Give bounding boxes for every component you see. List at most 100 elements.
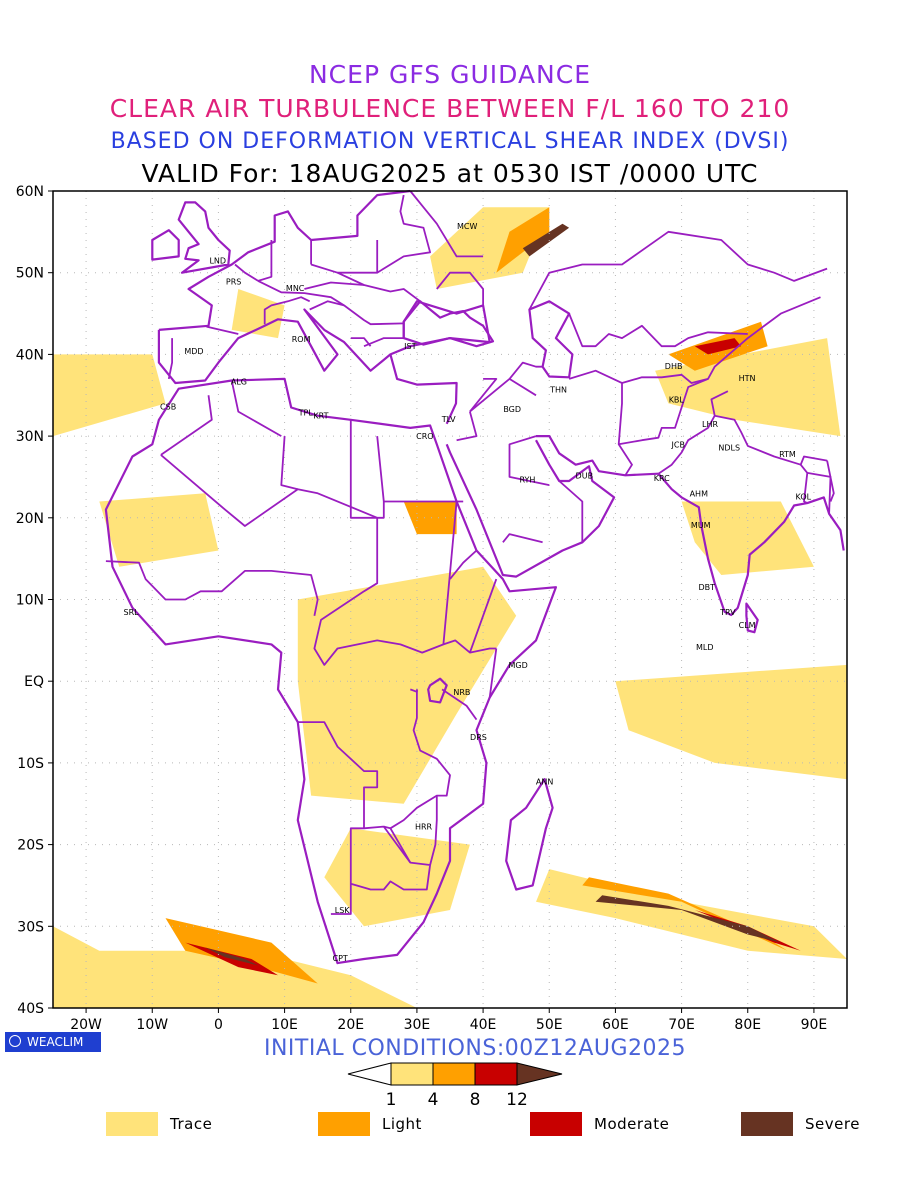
- lon-tick-label: 20E: [337, 1017, 364, 1033]
- country-border: [167, 338, 174, 380]
- colorbar-threshold-label: 1: [386, 1090, 397, 1110]
- station-clm: CLM: [739, 621, 756, 630]
- station-rtm: RTM: [779, 450, 796, 459]
- country-border: [409, 190, 484, 258]
- station-mgd: MGD: [509, 661, 528, 670]
- lon-tick-label: 50E: [536, 1017, 563, 1033]
- legend-swatch-light: [318, 1112, 370, 1136]
- country-border: [309, 300, 345, 311]
- lat-tick-label: 30N: [16, 429, 44, 445]
- country-border: [441, 688, 478, 721]
- africa-coast: [104, 377, 558, 965]
- shading-light-south-atlantic: [165, 918, 318, 984]
- title-line-1: NCEP GFS GUIDANCE: [308, 60, 591, 89]
- lat-tick-label: EQ: [24, 674, 44, 690]
- country-border: [206, 325, 239, 335]
- station-nrb: NRB: [453, 688, 470, 697]
- country-border: [568, 313, 748, 348]
- lon-tick-label: 20W: [70, 1017, 102, 1033]
- lat-tick-label: 60N: [16, 184, 44, 200]
- lat-tick-label: 10S: [17, 756, 44, 772]
- valid-time-line: VALID For: 18AUG2025 at 0530 IST /0000 U…: [141, 159, 759, 188]
- country-border: [350, 337, 372, 347]
- country-border: [657, 390, 729, 475]
- lat-tick-label: 30S: [17, 919, 44, 935]
- shading-severe-south-atlantic: [205, 947, 259, 966]
- station-thn: THN: [549, 386, 567, 395]
- weaclim-logo: WEACLIM: [5, 1032, 101, 1052]
- station-ahm: AHM: [690, 489, 708, 498]
- station-prs: PRS: [226, 278, 241, 287]
- station-drs: DRS: [470, 733, 487, 742]
- country-border: [456, 411, 478, 442]
- country-border: [304, 281, 365, 290]
- country-border: [337, 194, 432, 274]
- station-ryh: RYH: [519, 475, 535, 484]
- shading-moderate-south-atlantic: [185, 942, 278, 976]
- lat-tick-label: 40S: [17, 1001, 44, 1017]
- station-dub: DUB: [576, 471, 594, 480]
- colorbar: 1 4 8 12: [347, 1062, 563, 1110]
- logo-text: WEACLIM: [27, 1035, 84, 1049]
- ireland-coast: [151, 229, 180, 261]
- station-krt: KRT: [313, 412, 328, 421]
- country-border: [508, 435, 550, 486]
- country-border: [409, 688, 418, 693]
- lon-tick-label: 10W: [136, 1017, 168, 1033]
- colorbar-threshold-label: 4: [428, 1090, 439, 1110]
- station-krc: KRC: [654, 474, 670, 483]
- lat-tick-label: 20N: [16, 511, 44, 527]
- country-border: [826, 460, 835, 502]
- country-border: [429, 795, 438, 866]
- station-lnd: LND: [209, 256, 226, 265]
- shading-severe-south-indian: [595, 895, 781, 943]
- arabia-coast: [445, 439, 616, 578]
- legend-swatch-severe: [741, 1112, 793, 1136]
- title-line-2: CLEAR AIR TURBULENCE BETWEEN F/L 160 TO …: [109, 94, 791, 123]
- shading-light-south-indian: [582, 877, 788, 951]
- station-kol: KOL: [796, 493, 812, 502]
- station-mdd: MDD: [184, 347, 203, 356]
- country-border: [436, 271, 485, 306]
- persian-gulf-coast: [536, 435, 659, 477]
- black-sea-coast: [402, 300, 495, 348]
- lon-tick-label: 30E: [404, 1017, 431, 1033]
- lat-tick-label: 50N: [16, 266, 44, 282]
- station-ndls: NDLS: [718, 444, 740, 453]
- shading-trace-east-atlantic: [53, 354, 166, 437]
- shading-trace-indian-ocean: [615, 664, 847, 780]
- country-border: [257, 240, 273, 282]
- caspian-coast: [528, 300, 574, 379]
- country-border: [263, 296, 311, 325]
- country-border: [488, 648, 498, 698]
- station-mcw: MCW: [457, 222, 477, 231]
- country-border: [502, 533, 543, 544]
- europe-coast: [157, 300, 491, 385]
- country-border: [618, 378, 709, 446]
- station-tpl: TPL: [298, 408, 314, 417]
- colorbar-low-arrow: [347, 1062, 392, 1086]
- colorbar-threshold-label: 12: [506, 1090, 528, 1110]
- lon-tick-label: 0: [214, 1017, 223, 1033]
- legend-label-light: Light: [382, 1115, 422, 1133]
- colorbar-segment: [474, 1062, 518, 1086]
- legend-swatch-moderate: [530, 1112, 582, 1136]
- country-boundaries: [104, 189, 845, 965]
- station-csb: CSB: [160, 403, 176, 412]
- country-border: [442, 501, 458, 645]
- lon-tick-label: 40E: [470, 1017, 497, 1033]
- legend-label-moderate: Moderate: [594, 1115, 670, 1133]
- station-alg: ALG: [231, 377, 247, 386]
- legend-label-trace: Trace: [170, 1115, 213, 1133]
- shading-moderate-pamir: [694, 338, 742, 355]
- country-border: [363, 337, 404, 348]
- country-border: [621, 296, 821, 384]
- station-rom: ROM: [292, 335, 311, 344]
- britain-coast: [177, 201, 231, 274]
- station-lsk: LSK: [335, 906, 351, 915]
- station-labels: MCW LND PRS MNC ROM MDD IST ALG CSB TPL KRT TLV CRO B…: [124, 222, 812, 963]
- legend-swatch-trace: [106, 1112, 158, 1136]
- station-dbt: DBT: [698, 583, 715, 592]
- station-dhb: DHB: [665, 362, 683, 371]
- country-border: [558, 480, 584, 543]
